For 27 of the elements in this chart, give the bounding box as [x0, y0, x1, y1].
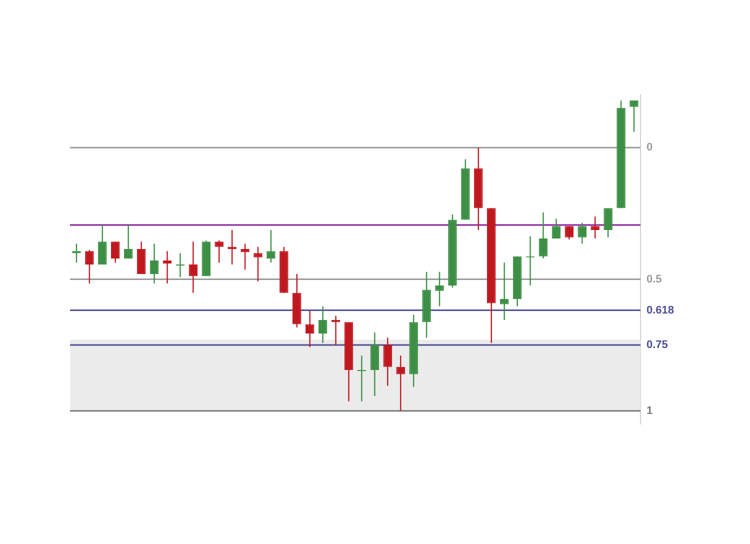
candlestick	[254, 246, 262, 282]
candlestick	[240, 243, 250, 270]
y-tick-label: 0.5	[646, 273, 662, 286]
candlestick	[435, 271, 444, 307]
candlestick	[136, 241, 146, 275]
candlestick	[630, 100, 638, 132]
y-tick-label: 0.75	[646, 339, 668, 352]
candlestick	[370, 332, 380, 397]
y-tick-label: 0	[646, 142, 653, 154]
candlestick	[162, 250, 172, 284]
y-tick-label: 1	[646, 404, 653, 417]
candlestick	[266, 229, 276, 264]
candlestick	[604, 208, 612, 238]
candlestick	[357, 354, 366, 402]
candlestick	[176, 252, 185, 278]
candlestick	[150, 243, 159, 284]
candlestick	[111, 241, 120, 264]
y-tick-label: 0.618	[646, 304, 674, 316]
candlestick	[214, 240, 224, 264]
candlestick	[590, 216, 600, 240]
candlestick	[98, 224, 107, 266]
candlestick	[188, 241, 198, 294]
candlestick	[124, 224, 133, 260]
candlestick	[383, 337, 392, 386]
candlestick	[538, 212, 548, 260]
candlestick	[305, 310, 314, 348]
candlestick	[396, 354, 405, 412]
